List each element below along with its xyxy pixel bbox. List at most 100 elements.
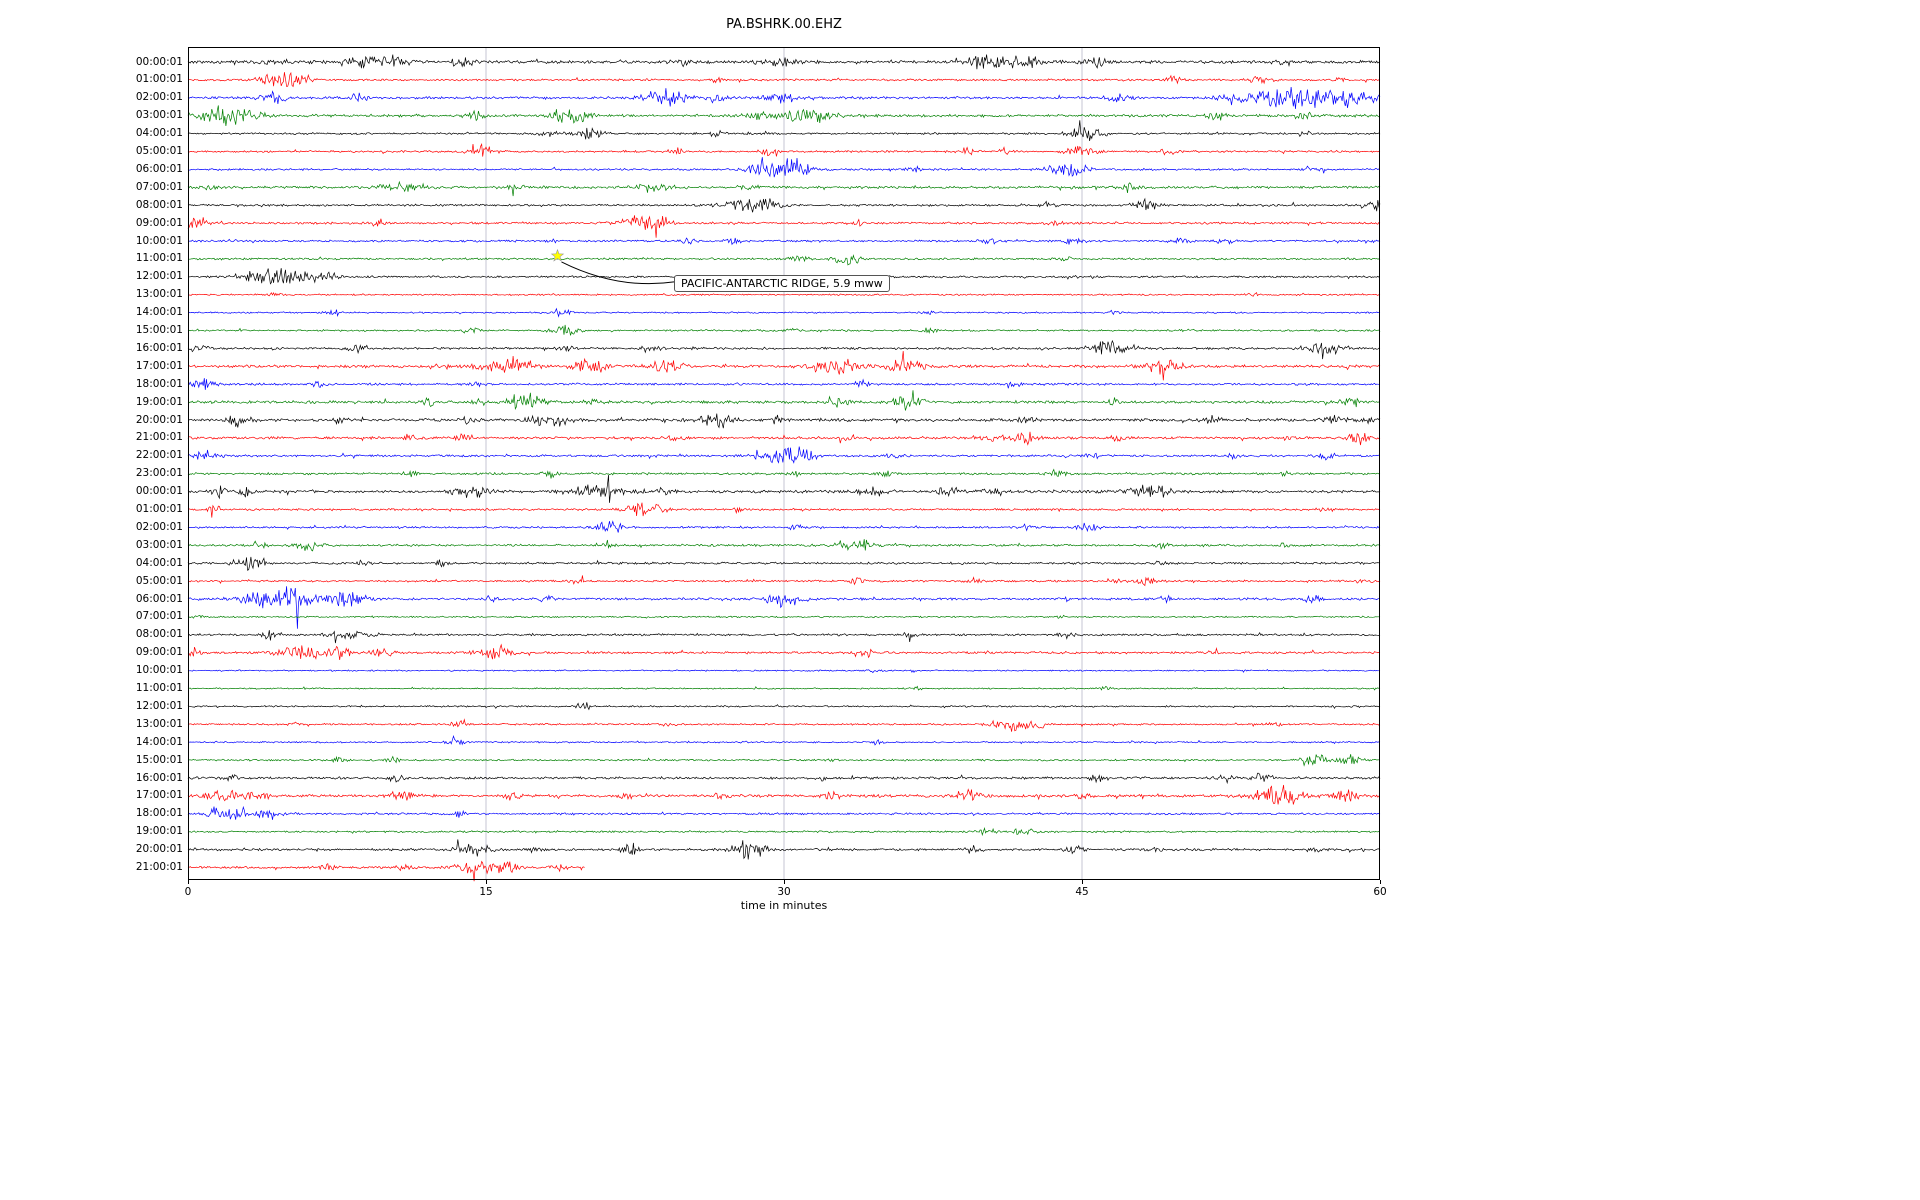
trace-row-label: 17:00:01 [135, 789, 183, 802]
trace-waveform [187, 71, 1381, 88]
trace-row-label: 14:00:01 [135, 735, 183, 748]
trace-row-label: 19:00:01 [135, 395, 183, 408]
trace-row-label: 10:00:01 [135, 664, 183, 677]
trace-row-label: 11:00:01 [135, 682, 183, 694]
x-tick-mark [188, 880, 189, 884]
trace-row-label: 18:00:01 [135, 377, 183, 390]
trace-waveform [187, 772, 1381, 785]
trace-waveform [187, 718, 1381, 732]
trace-row-label: 03:00:01 [135, 109, 183, 122]
trace-row-label: 23:00:01 [135, 467, 183, 480]
trace-row-label: 01:00:01 [135, 73, 183, 86]
trace-row-label: 15:00:01 [135, 753, 183, 766]
trace-waveform [187, 307, 1381, 318]
trace-waveform [187, 324, 1381, 336]
trace-waveform [187, 735, 1381, 746]
trace-waveform [187, 520, 1381, 533]
trace-row-label: 21:00:01 [135, 431, 183, 444]
event-annotation-label: PACIFIC-ANTARCTIC RIDGE, 5.9 mww [674, 275, 890, 292]
trace-row-label: 20:00:01 [135, 843, 183, 856]
trace-waveform [187, 339, 1381, 360]
trace-waveform [187, 54, 1381, 70]
trace-row-label: 07:00:01 [135, 610, 183, 623]
x-tick-mark [1380, 880, 1381, 884]
trace-waveform [187, 197, 1381, 213]
annotation-connector-line [561, 261, 675, 285]
trace-waveform [187, 643, 1381, 661]
trace-waveform [187, 556, 1381, 571]
trace-row-label: 08:00:01 [135, 628, 183, 641]
trace-waveform [187, 351, 1381, 381]
trace-waveform [187, 157, 1381, 178]
trace-waveform [187, 860, 585, 882]
trace-waveform [187, 685, 1381, 691]
trace-row-label: 09:00:01 [135, 216, 183, 229]
trace-row-label: 14:00:01 [135, 306, 183, 319]
trace-waveform [187, 378, 1380, 390]
x-axis-title: time in minutes [740, 899, 828, 912]
trace-row-label: 13:00:01 [135, 717, 183, 730]
trace-waveform [187, 86, 1381, 109]
trace-row-label: 16:00:01 [135, 771, 183, 784]
trace-waveform [187, 105, 1380, 126]
trace-waveform [187, 839, 1381, 860]
x-tick-label: 30 [777, 886, 791, 898]
trace-waveform [187, 237, 1381, 246]
trace-row-label: 17:00:01 [135, 359, 183, 372]
trace-waveform [187, 413, 1381, 429]
trace-waveform [187, 754, 1381, 767]
trace-waveform [187, 142, 1381, 157]
trace-row-label: 02:00:01 [135, 91, 183, 104]
trace-row-label: 22:00:01 [135, 449, 183, 462]
trace-waveform [187, 784, 1381, 805]
trace-row-label: 08:00:01 [135, 198, 183, 211]
trace-row-label: 07:00:01 [135, 180, 183, 193]
trace-row-label: 02:00:01 [135, 520, 183, 533]
trace-waveform [187, 254, 1381, 266]
trace-waveform [188, 630, 1381, 644]
trace-waveform [187, 215, 1381, 238]
trace-row-label: 15:00:01 [135, 324, 183, 336]
x-tick-mark [784, 880, 785, 884]
trace-row-label: 00:00:01 [135, 55, 183, 68]
trace-row-label: 16:00:01 [135, 341, 183, 354]
trace-waveform [187, 702, 1381, 711]
seismogram-plot [187, 47, 1381, 882]
x-tick-mark [1082, 880, 1083, 884]
chart-title: PA.BSHRK.00.EHZ [726, 17, 842, 32]
trace-row-label: 21:00:01 [135, 861, 183, 873]
trace-row-label: 13:00:01 [135, 288, 183, 301]
trace-row-label: 12:00:01 [135, 699, 183, 712]
trace-row-label: 09:00:01 [135, 646, 183, 659]
trace-waveform [188, 291, 1381, 297]
event-star-icon [550, 248, 565, 262]
trace-row-label: 04:00:01 [135, 127, 183, 140]
trace-row-label: 20:00:01 [135, 413, 183, 426]
trace-waveform [187, 390, 1381, 411]
trace-row-label: 06:00:01 [135, 592, 183, 605]
trace-row-label: 01:00:01 [135, 503, 183, 515]
trace-waveform [187, 120, 1381, 141]
trace-waveform [187, 614, 1381, 619]
trace-row-label: 04:00:01 [135, 556, 183, 569]
x-tick-mark [486, 880, 487, 884]
trace-waveform [187, 805, 1381, 820]
trace-waveform [187, 668, 1381, 674]
trace-row-label: 05:00:01 [135, 574, 183, 587]
plot-area: PACIFIC-ANTARCTIC RIDGE, 5.9 mww [187, 47, 1381, 882]
trace-row-label: 05:00:01 [135, 145, 183, 157]
trace-waveform [187, 468, 1381, 479]
plot-border [188, 47, 1380, 880]
x-tick-label: 15 [479, 886, 493, 898]
trace-waveform [187, 586, 1380, 629]
trace-row-label: 18:00:01 [135, 807, 183, 820]
trace-row-label: 11:00:01 [135, 252, 183, 265]
x-tick-label: 0 [184, 886, 192, 898]
trace-row-label: 03:00:01 [135, 538, 183, 551]
trace-row-label: 12:00:01 [135, 270, 183, 283]
x-tick-label: 45 [1075, 886, 1089, 898]
trace-row-label: 00:00:01 [135, 485, 183, 498]
trace-waveform [187, 539, 1381, 552]
trace-waveform [187, 180, 1381, 197]
